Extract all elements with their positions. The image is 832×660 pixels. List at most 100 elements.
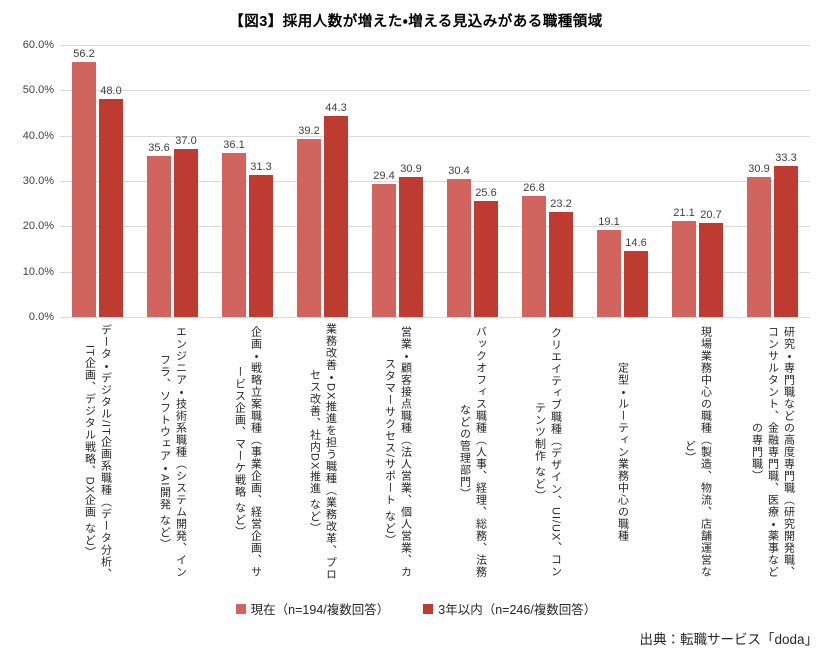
category-label: 現場業務中心の職種（製造、物流、店舗運営など） [683, 326, 712, 578]
category-label: 営業・顧客接点職種（法人営業、個人営業、カスタマーサクセス/サポート など） [383, 326, 412, 578]
bar-cell: 29.4 [372, 170, 396, 317]
bar-group: 21.1 20.7 [660, 45, 735, 317]
bar-within-3-years [399, 176, 423, 317]
chart-title: 【図3】採用人数が増えた・増える見込みがある職種領域 [229, 14, 603, 30]
x-label-cell: クリエイティブ職種（デザイン、UI/UX、コンテンツ制作 など） [510, 321, 585, 597]
x-label-cell: 企画・戦略立案職種（事業企画、経営企画、サービス企画、マーケ戦略 など） [210, 321, 285, 597]
bar-current [747, 176, 771, 317]
bar-value-label: 21.1 [673, 207, 695, 220]
y-tick-label: 40.0% [22, 129, 54, 142]
gridline [60, 135, 810, 137]
y-tick-label: 50.0% [22, 84, 54, 97]
legend-label: 現在（n=194/複数回答） [250, 603, 390, 617]
bar-value-label: 29.4 [373, 169, 395, 182]
bar-value-label: 30.4 [448, 165, 470, 178]
bar-cell: 23.2 [549, 198, 573, 317]
bar-cell: 44.3 [324, 102, 348, 317]
bar-cell: 37.0 [174, 135, 198, 317]
x-label-cell: 業務改善・DX推進を担う職種（業務改革、プロセス改善、社内DX推進 など） [285, 321, 360, 597]
bar-value-label: 48.0 [100, 85, 122, 98]
bar-value-label: 26.8 [523, 181, 545, 194]
legend-item: 3年以内（n=246/複数回答） [423, 599, 596, 618]
bar-within-3-years [774, 166, 798, 317]
plot-column: 56.2 48.0 35.6 37.0 36.1 31.3 39.2 44.3 29.4 30.9… [60, 45, 822, 597]
bar-cell: 39.2 [297, 125, 321, 317]
bar-cell: 30.9 [399, 163, 423, 317]
category-label: 定型・ルーティン業務中心の職種 [616, 362, 629, 542]
y-tick-label: 10.0% [22, 265, 54, 278]
bar-current [297, 139, 321, 317]
bar-within-3-years [474, 200, 498, 317]
bar-group: 36.1 31.3 [210, 45, 285, 317]
gridline [60, 90, 810, 92]
bars-layer: 56.2 48.0 35.6 37.0 36.1 31.3 39.2 44.3 29.4 30.9… [60, 45, 810, 317]
bar-cell: 33.3 [774, 152, 798, 317]
bar-cell: 30.9 [747, 163, 771, 317]
category-label: 研究・専門職などの高度専門職（研究開発職、コンサルタント、金融専門職、医療・薬事… [750, 326, 795, 578]
bar-cell: 26.8 [522, 182, 546, 317]
bar-value-label: 23.2 [550, 197, 572, 210]
bar-value-label: 19.1 [598, 216, 620, 229]
bar-value-label: 36.1 [223, 139, 245, 152]
bar-cell: 25.6 [474, 187, 498, 317]
bar-cell: 19.1 [597, 216, 621, 317]
bar-current [522, 195, 546, 317]
bar-within-3-years [174, 149, 198, 317]
category-label: エンジニア・技術系職種（システム開発、インフラ、ソフトウェア・AI開発 など） [158, 326, 187, 578]
y-tick-label: 30.0% [22, 175, 54, 187]
source-credit: 出典：転職サービス「doda」 [639, 632, 818, 647]
chart-body: 60.0% 50.0% 40.0% 30.0% 20.0% 10.0% 0.0% 56.2 4… [10, 39, 822, 597]
gridline [60, 226, 810, 228]
bar-within-3-years [324, 116, 348, 317]
bar-cell: 56.2 [72, 48, 96, 317]
gridline [60, 271, 810, 273]
bar-within-3-years [699, 223, 723, 317]
bar-value-label: 31.3 [250, 161, 272, 174]
x-label-cell: 定型・ルーティン業務中心の職種 [585, 321, 660, 597]
x-axis-labels: データ・デジタル/IT企画系職種（データ分析、IT企画、デジタル戦略、DX企画 … [60, 321, 810, 597]
bar-group: 19.1 14.6 [585, 45, 660, 317]
x-label-cell: データ・デジタル/IT企画系職種（データ分析、IT企画、デジタル戦略、DX企画 … [60, 321, 135, 597]
x-label-cell: エンジニア・技術系職種（システム開発、インフラ、ソフトウェア・AI開発 など） [135, 321, 210, 597]
bar-cell: 35.6 [147, 142, 171, 317]
bar-value-label: 56.2 [73, 48, 95, 61]
bar-cell: 21.1 [672, 207, 696, 317]
bar-cell: 36.1 [222, 139, 246, 317]
bar-value-label: 30.9 [400, 162, 422, 175]
y-tick-label: 0.0% [28, 311, 54, 323]
bar-cell: 31.3 [249, 161, 273, 317]
category-label: クリエイティブ職種（デザイン、UI/UX、コンテンツ制作 など） [533, 326, 562, 578]
bar-value-label: 35.6 [148, 141, 170, 154]
bar-value-label: 20.7 [700, 209, 722, 222]
bar-group: 29.4 30.9 [360, 45, 435, 317]
category-label: 企画・戦略立案職種（事業企画、経営企画、サービス企画、マーケ戦略 など） [233, 326, 262, 578]
category-label: バックオフィス職種（人事、経理、総務、法務 などの管理部門） [458, 326, 487, 578]
plot-area: 56.2 48.0 35.6 37.0 36.1 31.3 39.2 44.3 29.4 30.9… [60, 45, 810, 318]
bar-within-3-years [99, 99, 123, 317]
legend: 現在（n=194/複数回答） 3年以内（n=246/複数回答） [0, 599, 832, 618]
bar-group: 26.8 23.2 [510, 45, 585, 317]
x-label-cell: 現場業務中心の職種（製造、物流、店舗運営など） [660, 321, 735, 597]
bar-current [672, 221, 696, 317]
bar-cell: 30.4 [447, 165, 471, 317]
bar-cell: 48.0 [99, 85, 123, 317]
bar-current [72, 62, 96, 317]
bar-group: 30.4 25.6 [435, 45, 510, 317]
bar-group: 39.2 44.3 [285, 45, 360, 317]
bar-cell: 20.7 [699, 209, 723, 317]
gridline [60, 317, 810, 318]
bar-current [222, 153, 246, 317]
bar-current [372, 183, 396, 317]
gridline [60, 45, 810, 46]
legend-swatch [235, 603, 246, 614]
y-tick-label: 20.0% [22, 220, 54, 233]
bar-value-label: 25.6 [475, 186, 497, 199]
y-tick-label: 60.0% [22, 39, 54, 51]
bar-current [147, 155, 171, 317]
bar-value-label: 37.0 [175, 135, 197, 148]
x-label-cell: 研究・専門職などの高度専門職（研究開発職、コンサルタント、金融専門職、医療・薬事… [735, 321, 810, 597]
legend-label: 3年以内（n=246/複数回答） [438, 603, 597, 617]
bar-value-label: 44.3 [325, 102, 347, 115]
bar-group: 35.6 37.0 [135, 45, 210, 317]
